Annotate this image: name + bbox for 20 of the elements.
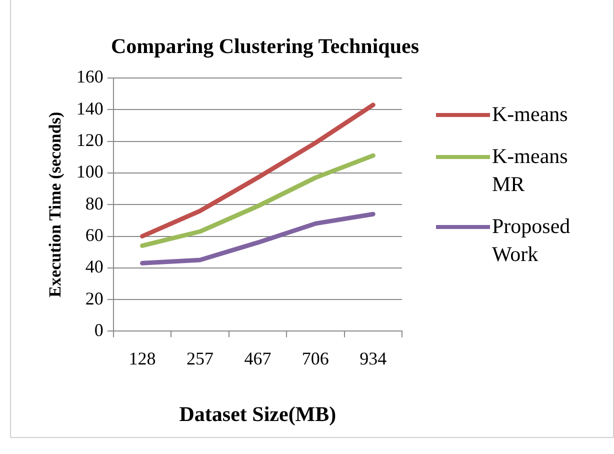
y-tick-label: 160	[76, 66, 104, 87]
y-tick-label: 0	[94, 320, 104, 340]
y-tick-label: 60	[85, 224, 104, 245]
legend-label: K-means	[492, 101, 569, 128]
y-tick-label: 80	[85, 193, 104, 214]
x-tick-label: 128	[128, 348, 156, 369]
x-tick-label: 467	[244, 348, 272, 369]
y-tick-label: 20	[85, 288, 104, 308]
chart-title: Comparing Clustering Techniques	[110, 34, 420, 59]
x-tick-label: 257	[186, 348, 214, 369]
legend-label: K-means MR	[492, 143, 569, 198]
y-tick-label: 100	[76, 162, 104, 182]
x-axis-title: Dataset Size(MB)	[179, 402, 336, 426]
y-tick-label: 120	[76, 130, 104, 150]
x-tick-label: 934	[360, 348, 387, 369]
x-tick-label: 706	[302, 348, 329, 369]
legend-label: Proposed Work	[492, 213, 572, 268]
y-tick-label: 40	[85, 256, 104, 277]
y-axis-title: Execution Time (seconds)	[46, 112, 65, 298]
y-tick-label: 140	[76, 98, 104, 118]
